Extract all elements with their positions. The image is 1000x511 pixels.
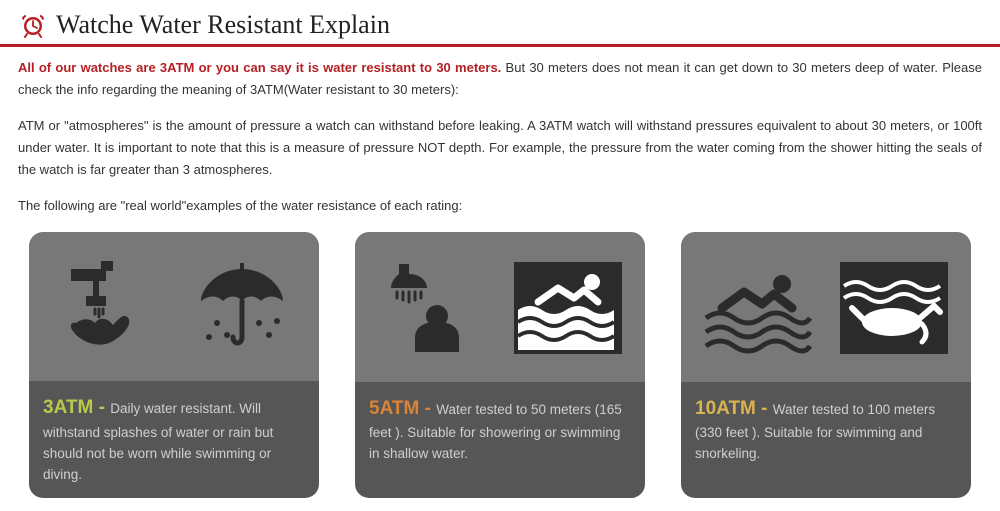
swim-icon: [698, 247, 818, 367]
alarm-icon: [18, 12, 48, 38]
card-10atm: 10ATM - Water tested to 100 meters (330 …: [681, 232, 971, 498]
card-5atm: 5ATM - Water tested to 50 meters (165 fe…: [355, 232, 645, 498]
card-5atm-text: 5ATM - Water tested to 50 meters (165 fe…: [355, 382, 645, 498]
shower-icon: [372, 247, 492, 367]
card-10atm-text: 10ATM - Water tested to 100 meters (330 …: [681, 382, 971, 498]
swim-frame-icon: [508, 247, 628, 367]
paragraph-1-lead: All of our watches are 3ATM or you can s…: [18, 60, 501, 75]
header: Watche Water Resistant Explain: [0, 0, 1000, 44]
card-3atm-icons: [29, 232, 319, 382]
paragraph-2: ATM or "atmospheres" is the amount of pr…: [18, 115, 982, 181]
atm-label-10: 10ATM -: [695, 398, 773, 419]
card-3atm: 3ATM - Daily water resistant. Will withs…: [29, 232, 319, 498]
umbrella-icon: [182, 246, 302, 366]
card-row: 3ATM - Daily water resistant. Will withs…: [18, 232, 982, 498]
card-10atm-icons: [681, 232, 971, 382]
snorkel-frame-icon: [834, 247, 954, 367]
card-3atm-text: 3ATM - Daily water resistant. Will withs…: [29, 381, 319, 497]
paragraph-1: All of our watches are 3ATM or you can s…: [18, 57, 982, 101]
tap-hands-icon: [46, 246, 166, 366]
atm-label-5: 5ATM -: [369, 398, 436, 419]
divider: [0, 44, 1000, 47]
card-5atm-icons: [355, 232, 645, 382]
atm-label-3: 3ATM -: [43, 397, 110, 418]
content: All of our watches are 3ATM or you can s…: [0, 57, 1000, 498]
paragraph-3: The following are "real world"examples o…: [18, 195, 982, 217]
page-title: Watche Water Resistant Explain: [56, 10, 390, 40]
